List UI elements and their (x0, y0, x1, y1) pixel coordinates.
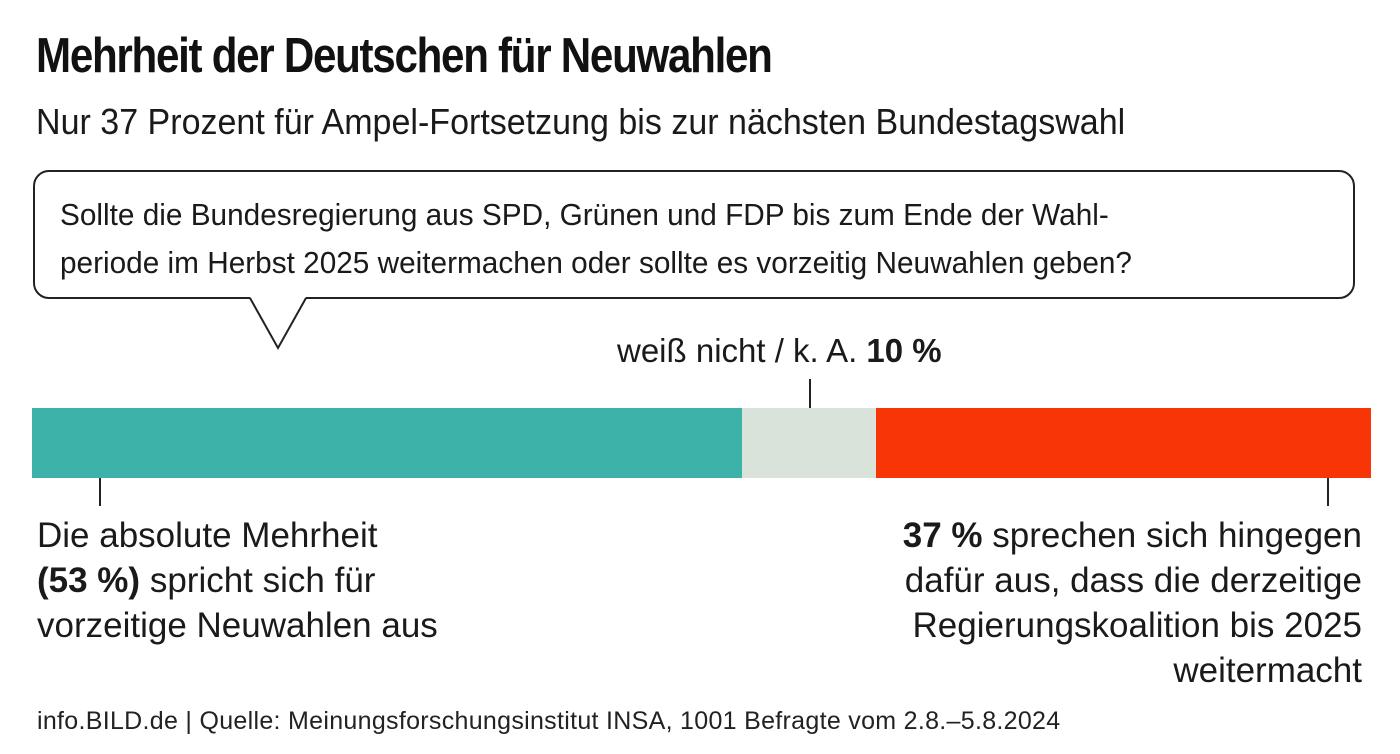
dontknow-value: 10 % (866, 332, 942, 369)
right-line-4: weitermacht (1173, 651, 1362, 690)
dontknow-text: weiß nicht / k. A. (617, 332, 867, 369)
question-bubble (33, 170, 1355, 299)
bar-segment-dontknow (741, 408, 876, 478)
left-annotation: Die absolute Mehrheit (53 %) spricht sic… (37, 513, 438, 648)
left-line-1: Die absolute Mehrheit (37, 516, 378, 555)
dontknow-label: weiß nicht / k. A. 10 % (617, 331, 942, 371)
question-line-1: Sollte die Bundesregierung aus SPD, Grün… (60, 197, 1109, 232)
question-line-2: periode im Herbst 2025 weitermachen oder… (60, 245, 1132, 280)
left-value: (53 %) (37, 561, 141, 600)
left-line-2: (53 %) spricht sich für (37, 561, 376, 600)
chart-subtitle: Nur 37 Prozent für Ampel-Fortsetzung bis… (36, 101, 1126, 142)
question-text: Sollte die Bundesregierung aus SPD, Grün… (60, 191, 1298, 287)
bubble-tail (249, 297, 307, 351)
chart-title: Mehrheit der Deutschen für Neuwahlen (36, 29, 773, 83)
dontknow-tick (808, 379, 811, 408)
right-line-1: 37 % sprechen sich hingegen (902, 516, 1362, 555)
left-tick (99, 478, 101, 506)
right-tick (1327, 478, 1329, 506)
source-footer: info.BILD.de | Quelle: Meinungsforschung… (37, 707, 1061, 735)
right-line-3: Regierungskoalition bis 2025 (912, 606, 1362, 645)
left-line-3: vorzeitige Neuwahlen aus (37, 606, 438, 645)
bar-segment-weitermachen (875, 408, 1371, 478)
bar-segment-neuwahlen (32, 408, 742, 478)
right-annotation: 37 % sprechen sich hingegen dafür aus, d… (903, 513, 1362, 693)
right-line-2: dafür aus, dass die derzeitige (904, 561, 1362, 600)
right-value: 37 % (902, 516, 983, 555)
stacked-bar (32, 408, 1371, 478)
